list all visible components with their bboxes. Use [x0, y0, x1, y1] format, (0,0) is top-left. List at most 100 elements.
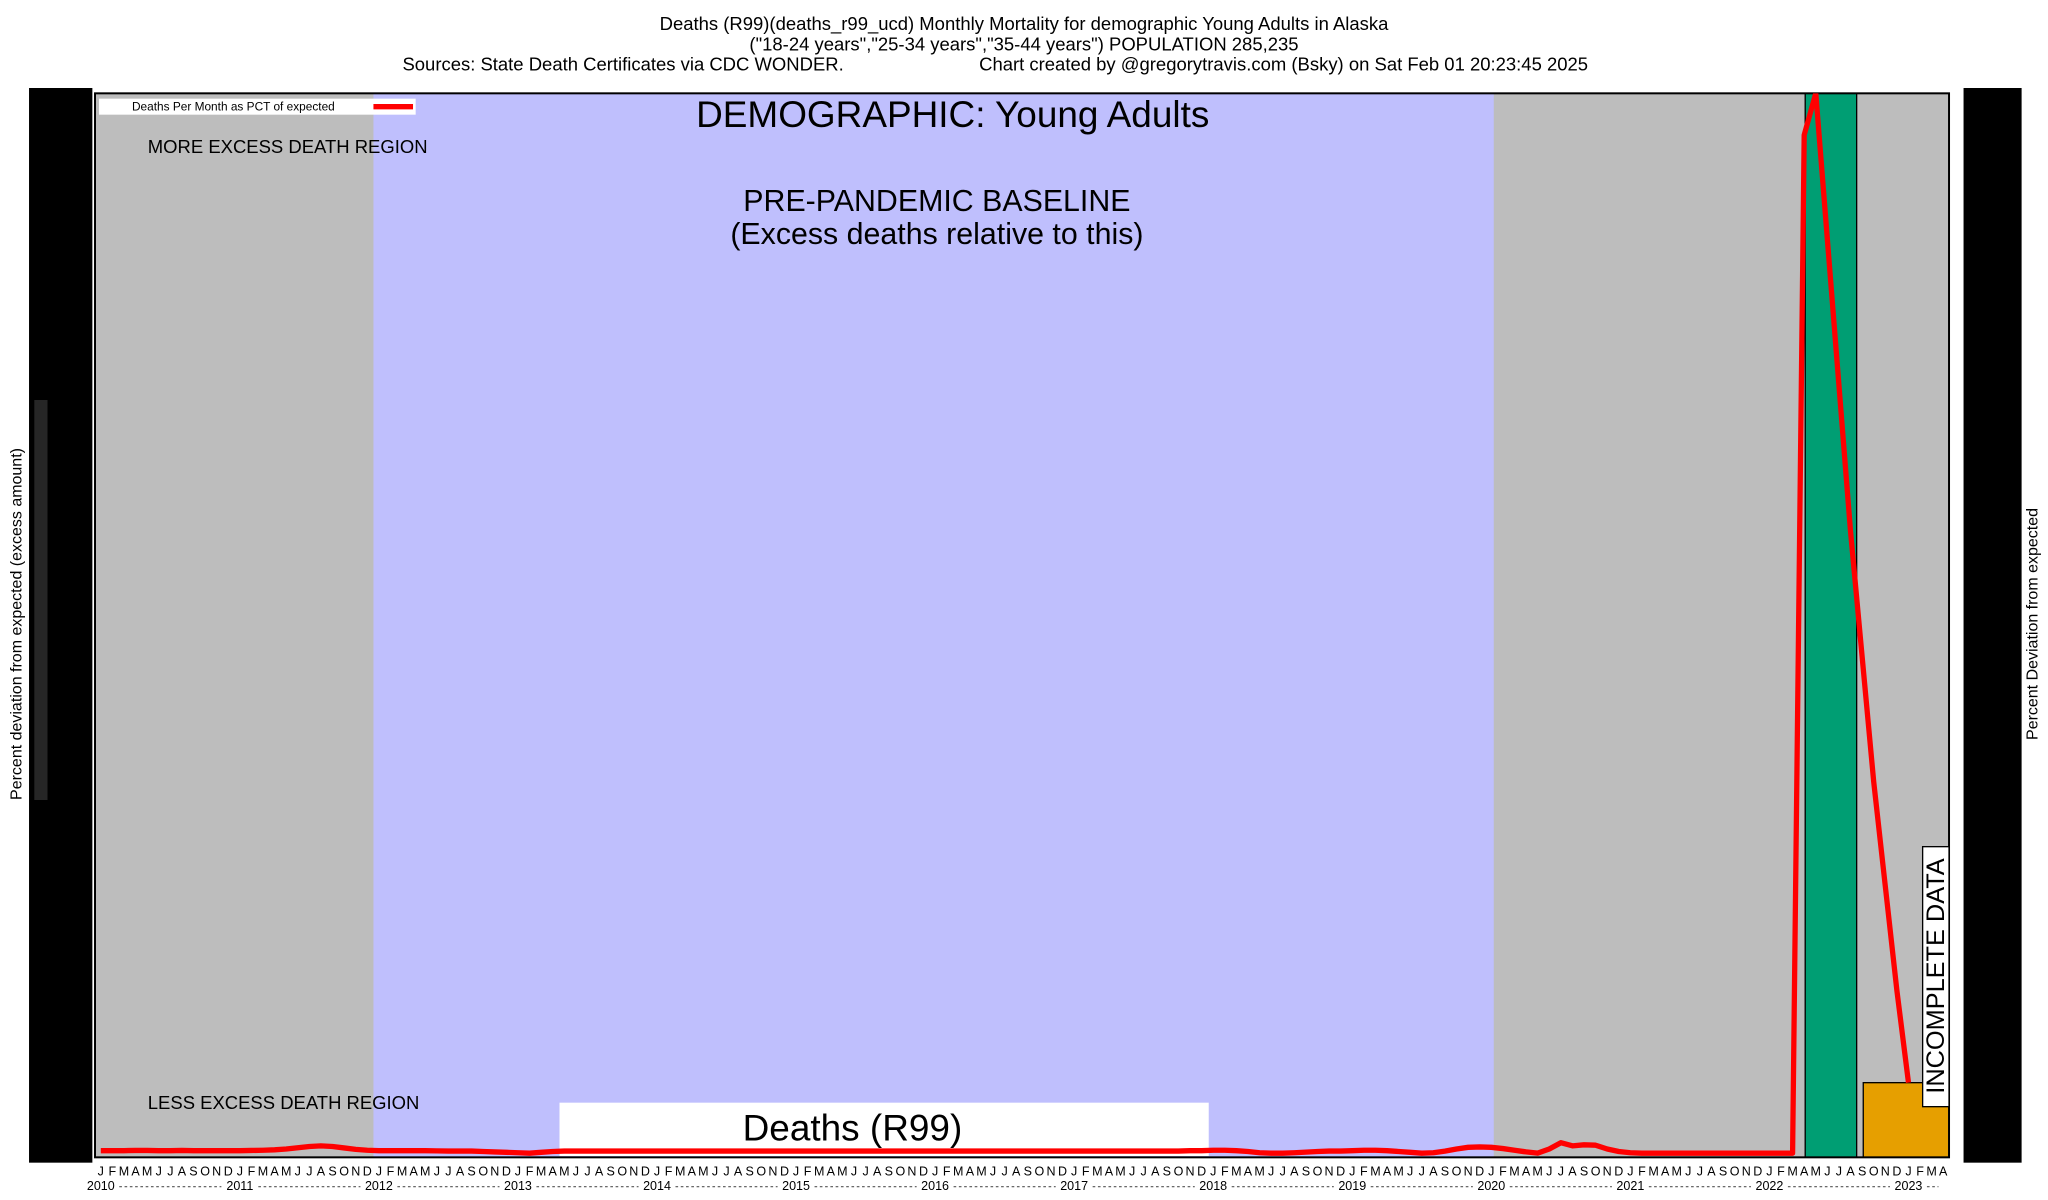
x-tick-label: M [698, 1164, 708, 1178]
x-tick-label: N [1742, 1164, 1751, 1178]
x-tick-label: M [814, 1164, 824, 1178]
x-tick-label: A [1105, 1164, 1114, 1178]
x-tick-label: S [606, 1164, 614, 1178]
x-tick-label: A [131, 1164, 140, 1178]
x-tick-label: S [328, 1164, 336, 1178]
x-tick-label: S [1580, 1164, 1588, 1178]
cause-box [559, 1102, 1209, 1156]
x-tick-label: J [1488, 1164, 1494, 1178]
credit: Chart created by @gregorytravis.com (Bsk… [979, 53, 1588, 74]
x-tick-label: O [756, 1164, 766, 1178]
x-tick-label: S [746, 1164, 754, 1178]
x-tick-label: J [1349, 1164, 1355, 1178]
x-tick-label: A [1290, 1164, 1299, 1178]
x-tick-label: S [1163, 1164, 1171, 1178]
x-tick-label: O [617, 1164, 627, 1178]
x-tick-label: J [1627, 1164, 1633, 1178]
region-label: LESS EXCESS DEATH REGION [148, 1092, 420, 1113]
x-tick-label: S [467, 1164, 475, 1178]
x-tick-label: N [212, 1164, 221, 1178]
x-tick-label: F [1082, 1164, 1090, 1178]
x-tick-label: J [515, 1164, 521, 1178]
year-label: 2021 [1616, 1179, 1644, 1193]
incomplete-box [1921, 846, 1950, 1108]
x-tick-label: J [1071, 1164, 1077, 1178]
x-tick-label: F [1221, 1164, 1229, 1178]
x-tick-label: J [1558, 1164, 1564, 1178]
x-tick-label: J [1836, 1164, 1842, 1178]
x-tick-label: J [1546, 1164, 1552, 1178]
y-axis-label: Percent deviation from expected (excess … [8, 448, 25, 800]
x-tick-label: A [1800, 1164, 1809, 1178]
x-tick-label: A [1522, 1164, 1531, 1178]
x-tick-label: J [98, 1164, 104, 1178]
region-label: MORE EXCESS DEATH REGION [148, 136, 428, 157]
x-tick-label: F [526, 1164, 534, 1178]
x-tick-label: S [1719, 1164, 1727, 1178]
x-tick-label: A [734, 1164, 743, 1178]
year-label: 2010 [87, 1179, 115, 1193]
x-tick-label: O [1452, 1164, 1462, 1178]
x-tick-label: M [281, 1164, 291, 1178]
x-tick-label: M [1648, 1164, 1658, 1178]
x-tick-label: J [932, 1164, 938, 1178]
x-tick-label: F [943, 1164, 951, 1178]
x-tick-label: F [804, 1164, 812, 1178]
x-tick-label: N [351, 1164, 360, 1178]
x-tick-label: F [109, 1164, 117, 1178]
x-tick-label: A [1707, 1164, 1716, 1178]
x-tick-label: A [549, 1164, 558, 1178]
x-tick-label: J [1002, 1164, 1008, 1178]
x-tick-label: M [1370, 1164, 1380, 1178]
x-tick-label: N [1464, 1164, 1473, 1178]
x-tick-label: M [675, 1164, 685, 1178]
x-tick-label: M [1231, 1164, 1241, 1178]
title-line: ("18-24 years","25-34 years","35-44 year… [749, 33, 1298, 54]
x-tick-label: N [768, 1164, 777, 1178]
x-tick-label: D [1197, 1164, 1206, 1178]
x-tick-label: J [990, 1164, 996, 1178]
x-tick-label: D [1475, 1164, 1484, 1178]
x-tick-label: O [1313, 1164, 1323, 1178]
x-tick-label: A [1429, 1164, 1438, 1178]
x-tick-label: J [793, 1164, 799, 1178]
x-tick-label: S [1858, 1164, 1866, 1178]
x-tick-label: N [490, 1164, 499, 1178]
y2-axis-label: Percent Deviation from expected [2025, 508, 2042, 740]
x-tick-label: M [1393, 1164, 1403, 1178]
x-tick-label: M [1671, 1164, 1681, 1178]
x-tick-label: N [1046, 1164, 1055, 1178]
x-tick-label: M [953, 1164, 963, 1178]
year-label: 2023 [1895, 1179, 1923, 1193]
x-tick-label: F [1777, 1164, 1785, 1178]
x-tick-label: N [907, 1164, 916, 1178]
x-tick-label: N [1603, 1164, 1612, 1178]
x-tick-label: M [1532, 1164, 1542, 1178]
x-tick-label: N [1186, 1164, 1195, 1178]
x-tick-label: A [1939, 1164, 1948, 1178]
x-tick-label: M [1926, 1164, 1936, 1178]
x-tick-label: O [1035, 1164, 1045, 1178]
x-tick-label: N [629, 1164, 638, 1178]
x-tick-label: N [1881, 1164, 1890, 1178]
x-tick-label: O [478, 1164, 488, 1178]
x-tick-label: O [1591, 1164, 1601, 1178]
year-label: 2014 [643, 1179, 671, 1193]
x-tick-label: A [178, 1164, 187, 1178]
x-tick-label: D [1336, 1164, 1345, 1178]
x-tick-label: J [376, 1164, 382, 1178]
x-tick-label: J [654, 1164, 660, 1178]
plot-border [94, 92, 1951, 1159]
x-tick-label: O [1869, 1164, 1879, 1178]
x-tick-label: M [837, 1164, 847, 1178]
x-tick-label: J [167, 1164, 173, 1178]
x-tick-label: M [142, 1164, 152, 1178]
x-tick-label: A [456, 1164, 465, 1178]
year-label: 2015 [782, 1179, 810, 1193]
x-tick-label: O [339, 1164, 349, 1178]
year-label: 2020 [1477, 1179, 1505, 1193]
x-tick-label: F [1638, 1164, 1646, 1178]
x-tick-label: D [780, 1164, 789, 1178]
x-tick-label: A [688, 1164, 697, 1178]
